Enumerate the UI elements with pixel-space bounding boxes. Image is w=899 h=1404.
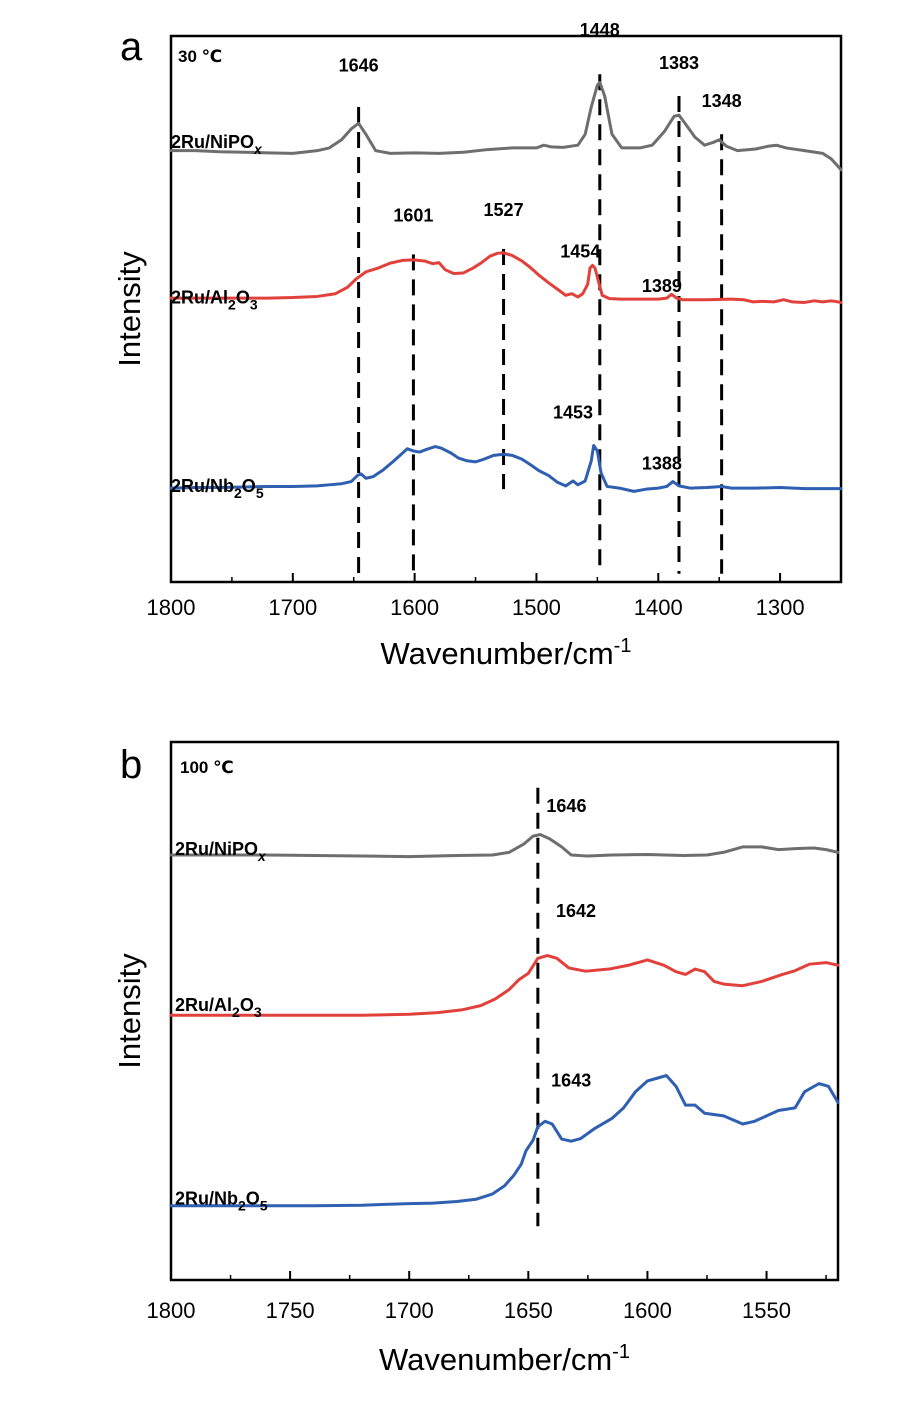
series-label-text: 2Ru/Nb bbox=[171, 476, 234, 496]
series-label-text: 2Ru/Nb bbox=[175, 1189, 238, 1209]
series-label-subscript: 3 bbox=[250, 297, 258, 313]
plot-frame bbox=[169, 34, 843, 584]
peak-label: 1454 bbox=[560, 242, 600, 262]
series-label-subscript: 3 bbox=[254, 1004, 262, 1020]
series-label-text: 2Ru/Al bbox=[171, 288, 228, 308]
x-tick-label: 1500 bbox=[512, 595, 561, 620]
peak-label: 1389 bbox=[642, 276, 682, 296]
peak-label: 1348 bbox=[702, 91, 742, 111]
series-line bbox=[169, 954, 840, 1017]
series-line bbox=[169, 251, 843, 304]
series-label-subscript: 2 bbox=[232, 1004, 240, 1020]
peak-label: 1383 bbox=[659, 53, 699, 73]
peak-label: 1527 bbox=[484, 200, 524, 220]
peak-label: 1642 bbox=[556, 901, 596, 921]
x-tick-label: 1800 bbox=[147, 595, 196, 620]
series-label-text: O bbox=[246, 1189, 260, 1209]
series-label-text: O bbox=[242, 476, 256, 496]
panel-letter: b bbox=[120, 743, 142, 787]
series-label-subscript: 2 bbox=[234, 485, 242, 501]
x-tick-label: 1600 bbox=[390, 595, 439, 620]
x-tick-label: 1550 bbox=[742, 1298, 791, 1323]
series-label-text: O bbox=[240, 995, 254, 1015]
temperature-annotation: 30 ℃ bbox=[178, 47, 222, 66]
series-label-subscript: 5 bbox=[260, 1198, 268, 1214]
panel-letter: a bbox=[120, 25, 143, 69]
series-line bbox=[169, 444, 843, 493]
series-label: 2Ru/NiPOx bbox=[171, 132, 263, 157]
series-label-subscript: 5 bbox=[256, 485, 264, 501]
series-line bbox=[169, 833, 840, 859]
x-axis-title-text: Wavenumber/cm bbox=[379, 1342, 612, 1377]
x-axis-title-text: Wavenumber/cm bbox=[381, 636, 614, 671]
peak-label: 1646 bbox=[546, 796, 586, 816]
panel-a: a 30 ℃ 1800 1700 1600 1500 1400 1300 Wavenumber/… bbox=[112, 20, 843, 671]
x-tick-label: 1600 bbox=[623, 1298, 672, 1323]
x-tick-label: 1750 bbox=[266, 1298, 315, 1323]
peak-label: 1453 bbox=[553, 403, 593, 423]
temperature-annotation: 100 ℃ bbox=[180, 758, 234, 777]
peak-label: 1448 bbox=[580, 20, 620, 40]
series-label: 2Ru/NiPOx bbox=[175, 839, 267, 864]
series-label-subscript: 2 bbox=[228, 297, 236, 313]
peak-label: 1388 bbox=[642, 454, 682, 474]
series-label-text: 2Ru/NiPO bbox=[175, 839, 258, 859]
x-axis-title-superscript: -1 bbox=[614, 635, 632, 657]
series-label-subscript: x bbox=[257, 848, 267, 864]
series-label: 2Ru/Al2O3 bbox=[175, 995, 262, 1020]
series-label-text: 2Ru/Al bbox=[175, 995, 232, 1015]
peak-label: 1646 bbox=[339, 55, 379, 75]
peak-label: 1601 bbox=[393, 206, 433, 226]
x-axis-title: Wavenumber/cm-1 bbox=[379, 1341, 630, 1377]
series-line bbox=[169, 80, 843, 172]
x-tick-label: 1700 bbox=[268, 595, 317, 620]
series-label-subscript: x bbox=[253, 141, 263, 157]
panel-b: b 100 ℃ 1800 1750 1700 1650 1600 1550 Wavenumber… bbox=[112, 740, 840, 1377]
series-label: 2Ru/Nb2O5 bbox=[175, 1189, 268, 1214]
x-axis-title-superscript: -1 bbox=[612, 1341, 630, 1363]
x-axis-title: Wavenumber/cm-1 bbox=[381, 635, 632, 671]
y-axis-title: Intensity bbox=[112, 953, 147, 1069]
series-label-subscript: 2 bbox=[238, 1198, 246, 1214]
x-tick-label: 1800 bbox=[147, 1298, 196, 1323]
series-label: 2Ru/Al2O3 bbox=[171, 288, 258, 313]
x-tick-label: 1300 bbox=[756, 595, 805, 620]
x-tick-label: 1400 bbox=[634, 595, 683, 620]
series-label-text: 2Ru/NiPO bbox=[171, 132, 254, 152]
x-tick-label: 1650 bbox=[504, 1298, 553, 1323]
x-tick-label: 1700 bbox=[385, 1298, 434, 1323]
y-axis-title: Intensity bbox=[112, 251, 147, 367]
plot-frame bbox=[169, 740, 840, 1282]
series-label-text: O bbox=[236, 288, 250, 308]
series-line bbox=[169, 1074, 840, 1208]
peak-label: 1643 bbox=[551, 1070, 591, 1090]
series-label: 2Ru/Nb2O5 bbox=[171, 476, 264, 501]
